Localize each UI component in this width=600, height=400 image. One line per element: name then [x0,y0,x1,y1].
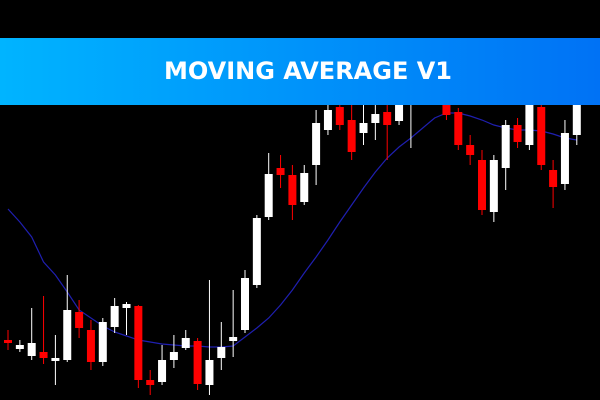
candle-body [86,330,95,362]
candle-body [4,340,12,343]
candle-body [466,145,475,155]
candle-body [146,380,155,385]
candle-body [110,306,119,327]
candle-body [158,360,167,382]
candle-body [323,110,332,130]
candle-body [98,322,107,362]
candle-body [15,345,24,349]
candle-body [335,107,344,125]
candle-body [347,120,356,152]
candle-body [181,338,190,348]
candle-body [134,306,143,380]
candle-body [75,312,84,328]
candle-body [63,310,72,360]
candle-body [312,123,321,165]
candle-body [169,352,178,360]
candle-body [454,112,463,145]
title-banner [0,38,600,105]
candle-body [205,360,214,385]
candle-body [525,100,534,145]
candle-body [513,125,522,142]
candle-body [229,337,238,341]
candle-body [371,114,380,123]
candle-body [288,175,297,205]
candle-body [537,107,546,165]
candle-body [489,160,498,212]
candle-body [442,105,451,115]
candle-body [217,347,226,358]
candle-body [560,133,569,184]
candle-body [39,352,48,358]
candle-body [395,100,404,121]
candle-body [241,278,249,330]
candle-body [359,123,368,133]
candle-body [501,125,510,168]
chart-title: MOVING AVERAGE V1 [164,57,452,85]
candle-body [51,358,60,361]
candle-body [572,105,581,135]
candle-body [193,341,202,384]
candle-body [264,174,273,217]
candle-body [27,343,36,356]
candle-body [383,112,392,125]
candle-body [252,218,261,285]
candle-body [549,170,558,187]
candle-body [122,304,131,308]
candle-body [300,173,309,202]
candle-body [478,160,486,210]
candle-body [276,168,285,175]
